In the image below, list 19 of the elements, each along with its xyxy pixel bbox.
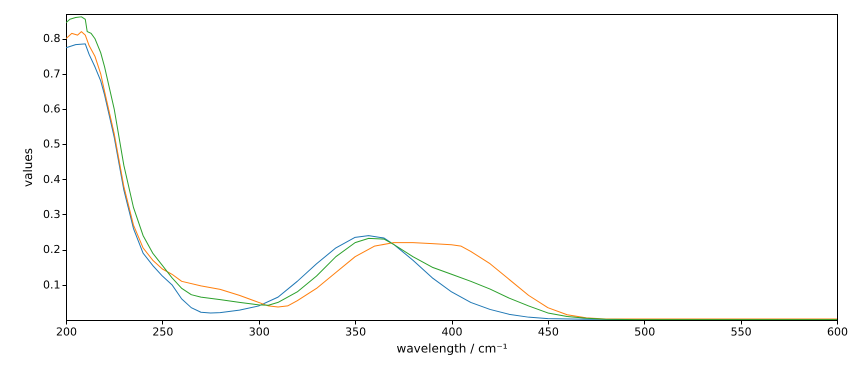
y-tick-label: 0.2	[43, 243, 60, 256]
x-tick-label: 550	[730, 326, 752, 338]
x-axis-title: wavelength / cm⁻¹	[396, 342, 508, 356]
x-tick-label: 350	[345, 326, 366, 338]
x-tick-label: 450	[538, 326, 559, 338]
y-tick-label: 0.5	[43, 138, 60, 151]
x-tick-label: 250	[152, 326, 174, 338]
x-tick-label: 300	[248, 326, 270, 338]
x-tick-label: 500	[634, 326, 656, 338]
x-tick-label: 600	[827, 326, 848, 338]
y-tick-label: 0.4	[43, 172, 60, 186]
y-axis-title: values	[21, 148, 36, 188]
y-tick-label: 0.1	[43, 278, 60, 292]
x-tick-label: 200	[56, 326, 77, 338]
y-tick-label: 0.3	[43, 208, 60, 221]
y-tick-label: 0.8	[43, 32, 60, 46]
y-tick-label: 0.6	[43, 102, 60, 116]
y-tick-label: 0.7	[43, 67, 60, 80]
x-tick-label: 400	[442, 326, 462, 338]
